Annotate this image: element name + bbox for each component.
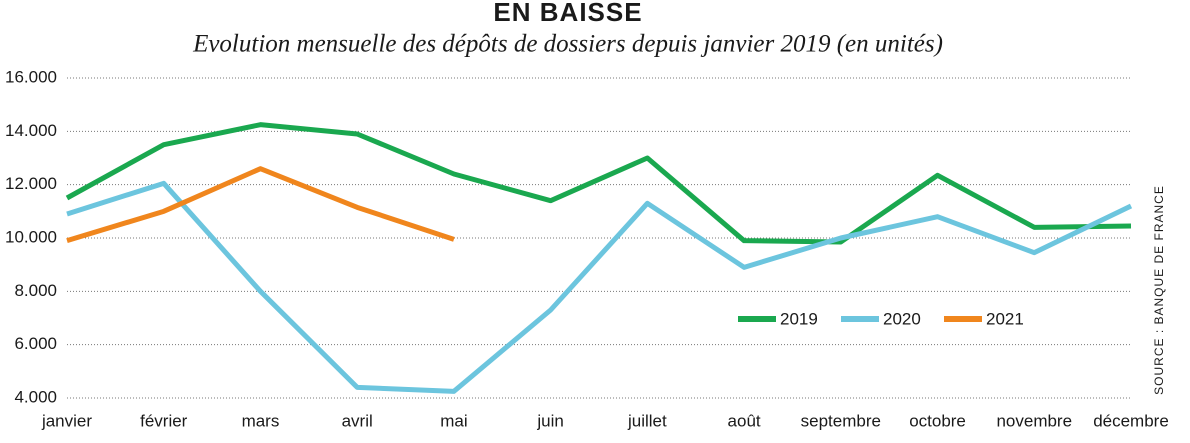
x-tick-label: avril xyxy=(342,411,373,430)
legend-label: 2019 xyxy=(780,309,818,328)
y-tick-label: 8.000 xyxy=(14,281,57,300)
x-tick-label: juillet xyxy=(627,411,667,430)
series-line xyxy=(66,180,1133,394)
x-tick-label: mai xyxy=(440,411,467,430)
x-tick-label: août xyxy=(728,411,761,430)
chart-subtitle: Evolution mensuelle des dépôts de dossie… xyxy=(192,31,943,58)
y-tick-label: 6.000 xyxy=(14,334,57,353)
y-tick-label: 4.000 xyxy=(14,387,57,406)
x-tick-label: septembre xyxy=(801,411,881,430)
x-tick-label: juin xyxy=(536,411,563,430)
x-tick-label: janvier xyxy=(41,411,92,430)
source: SOURCE : BANQUE DE FRANCE xyxy=(1152,185,1166,395)
y-tick-label: 14.000 xyxy=(5,121,57,140)
legend-label: 2021 xyxy=(986,309,1024,328)
y-tick-label: 16.000 xyxy=(5,67,57,86)
legend-label: 2020 xyxy=(883,309,921,328)
chart-title: EN BAISSE xyxy=(493,0,642,27)
y-tick-label: 10.000 xyxy=(5,227,57,246)
x-tick-label: mars xyxy=(242,411,280,430)
series-line xyxy=(65,122,1132,245)
x-tick-label: novembre xyxy=(996,411,1072,430)
x-tick-label: octobre xyxy=(909,411,966,430)
y-tick-label: 12.000 xyxy=(5,174,57,193)
series-line xyxy=(66,166,455,244)
x-tick-label: février xyxy=(140,411,188,430)
x-tick-label: décembre xyxy=(1093,411,1169,430)
